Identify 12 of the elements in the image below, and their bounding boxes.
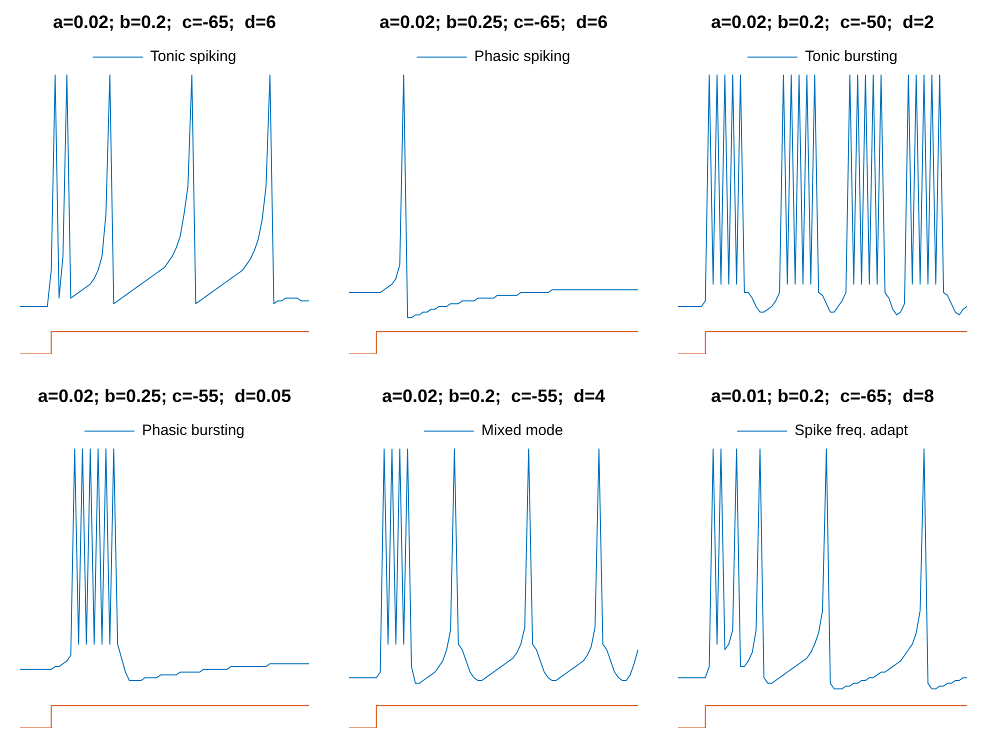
legend-label: Spike freq. adapt	[794, 422, 909, 440]
chart-title: a=0.01; b=0.2; c=-65; d=8	[710, 386, 934, 406]
chart-title: a=0.02; b=0.2; c=-65; d=6	[52, 12, 276, 32]
chart-title: a=0.02; b=0.2; c=-50; d=2	[710, 12, 934, 32]
legend-label: Tonic bursting	[804, 48, 898, 66]
legend-label: Phasic bursting	[142, 422, 245, 440]
chart-title: a=0.02; b=0.25; c=-55; d=0.05	[38, 386, 292, 406]
legend-label: Phasic spiking	[474, 48, 570, 66]
chart-title: a=0.02; b=0.25; c=-65; d=6	[379, 12, 608, 32]
chart-title: a=0.02; b=0.2; c=-55; d=4	[382, 386, 606, 406]
legend-label: Tonic spiking	[150, 48, 236, 66]
legend-label: Mixed mode	[481, 422, 564, 440]
